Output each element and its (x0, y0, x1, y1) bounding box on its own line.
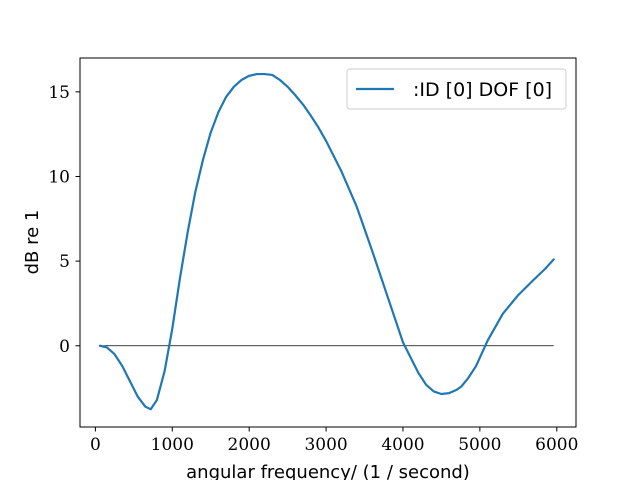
data-layer (98, 72, 555, 411)
y-axis-label: dB re 1 (22, 210, 43, 275)
x-tick-label: 6000 (535, 435, 578, 455)
x-tick-label: 0 (90, 435, 101, 455)
x-tick-label: 1000 (151, 435, 194, 455)
x-tick-label: 2000 (228, 435, 271, 455)
legend: :ID [0] DOF [0] (346, 68, 567, 110)
y-tick-label: 10 (48, 167, 70, 187)
y-tick-label: 15 (48, 83, 70, 103)
axes-frame (79, 57, 577, 428)
axes-layer: 0 1000 2000 3000 4000 5000 6000 0 5 10 15 (48, 57, 578, 455)
legend-entry-label: :ID [0] DOF [0] (413, 79, 552, 101)
y-tick-label: 0 (59, 337, 70, 357)
legend-box (346, 68, 567, 110)
y-tick-label: 5 (59, 252, 70, 272)
x-tick-label: 5000 (458, 435, 501, 455)
series-line-0 (98, 72, 555, 411)
x-axis-label: angular frequency/ (1 / second) (186, 462, 470, 480)
plot-area (80, 58, 576, 427)
x-tick-label: 3000 (304, 435, 347, 455)
x-tick-label: 4000 (381, 435, 424, 455)
